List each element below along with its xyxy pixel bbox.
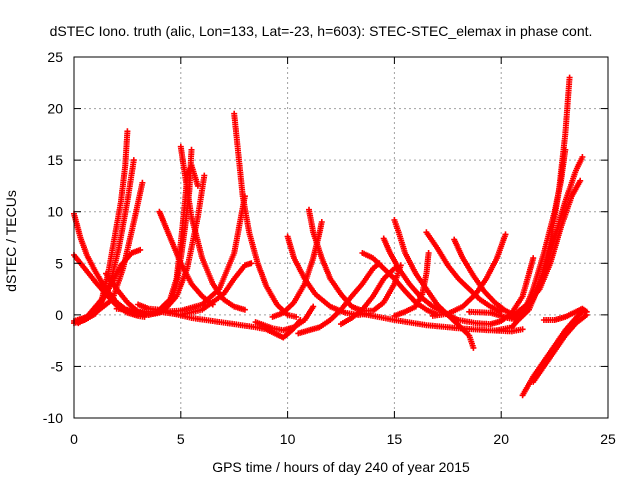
y-tick-label: -5: [51, 358, 64, 374]
data-point: [583, 308, 590, 315]
data-point: [293, 313, 300, 320]
data-point: [188, 146, 195, 153]
y-tick-label: 10: [47, 204, 63, 220]
data-series: [231, 110, 300, 320]
x-tick-label: 10: [280, 431, 296, 447]
data-point: [519, 326, 526, 333]
axis-ticks: 0 5 10 15 20 25 -10 -5 0 5 10 15 20 25: [43, 49, 616, 447]
data-point: [425, 250, 432, 256]
data-point: [124, 128, 131, 135]
data-series: [295, 260, 383, 337]
data-series: [540, 305, 590, 323]
data-point: [310, 303, 317, 310]
data-series: [177, 143, 248, 313]
data-point: [470, 344, 477, 351]
x-axis-label: GPS time / hours of day 240 of year 2015: [212, 459, 470, 475]
data-point: [502, 231, 509, 238]
data-point: [241, 306, 248, 313]
y-tick-label: 15: [47, 152, 63, 168]
data-series: [530, 311, 590, 385]
data-point: [579, 154, 586, 160]
y-tick-label: 25: [47, 49, 63, 65]
data-series: [391, 250, 432, 319]
data-point: [530, 255, 537, 262]
x-tick-label: 5: [177, 431, 185, 447]
data-series: [508, 177, 584, 320]
y-tick-label: 0: [55, 307, 63, 323]
series-layer: [71, 74, 590, 399]
data-point: [130, 157, 137, 164]
y-tick-label: 5: [55, 255, 63, 271]
data-series: [252, 303, 317, 334]
data-point: [137, 246, 144, 253]
data-point: [318, 219, 325, 225]
y-axis-label: dSTEC / TECUs: [3, 190, 19, 292]
y-tick-label: 20: [47, 101, 63, 117]
data-point: [577, 177, 584, 184]
data-point: [562, 146, 569, 153]
data-point: [139, 179, 146, 186]
x-tick-label: 25: [600, 431, 616, 447]
x-tick-label: 20: [493, 431, 509, 447]
plot-frame: [73, 56, 609, 419]
data-series: [455, 255, 537, 328]
data-series: [429, 231, 509, 319]
data-point: [566, 74, 573, 81]
chart-title: dSTEC Iono. truth (alic, Lon=133, Lat=-2…: [50, 23, 593, 39]
data-point: [201, 172, 208, 179]
data-point: [248, 260, 255, 267]
y-tick-label: -10: [43, 410, 63, 426]
x-tick-label: 0: [70, 431, 78, 447]
data-series: [269, 219, 325, 320]
x-tick-label: 15: [387, 431, 403, 447]
